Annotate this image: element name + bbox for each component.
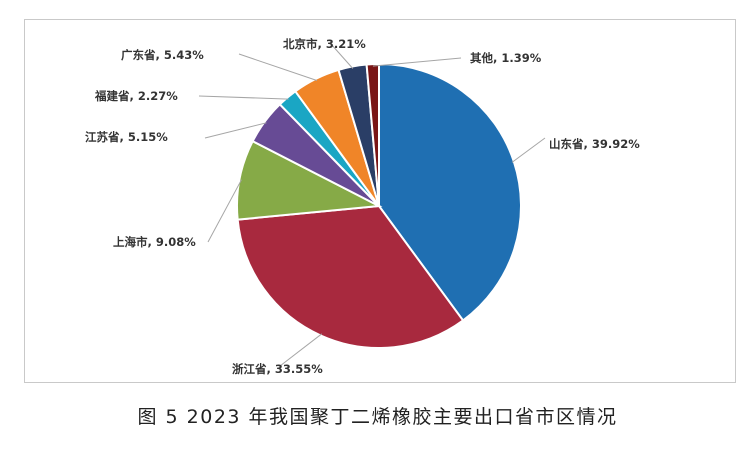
pie-slice: [236, 139, 383, 221]
slice-label: 福建省, 2.27%: [94, 89, 178, 103]
slice-label: 上海市, 9.08%: [113, 235, 196, 249]
leader-line: [330, 43, 354, 69]
figure-caption: 图 5 2023 年我国聚丁二烯橡胶主要出口省市区情况: [137, 406, 618, 428]
leader-line: [279, 333, 323, 367]
slice-label: 广东省, 5.43%: [121, 48, 204, 62]
slice-label: 江苏省, 5.15%: [85, 130, 168, 144]
slice-label: 其他, 1.39%: [470, 51, 542, 65]
slice-label: 山东省, 39.92%: [549, 137, 640, 151]
leader-line: [198, 95, 289, 100]
leader-line: [207, 179, 242, 243]
slices-layer: [236, 62, 522, 349]
leader-line: [511, 137, 546, 163]
pie-slice: [365, 62, 380, 207]
slice-label: 北京市, 3.21%: [283, 37, 366, 51]
slice-label: 浙江省, 33.55%: [232, 362, 323, 376]
pie-slice: [236, 204, 465, 349]
pie-chart: 山东省, 39.92% 浙江省, 33.55% 上海市, 9.08% 江苏省, 5.1…: [85, 37, 640, 376]
leaders-layer: [198, 43, 546, 367]
pie-slice: [378, 62, 522, 322]
leader-line: [204, 122, 267, 139]
labels-layer: 山东省, 39.92% 浙江省, 33.55% 上海市, 9.08% 江苏省, 5.1…: [85, 37, 640, 376]
leader-line: [372, 57, 462, 67]
leader-line: [238, 53, 318, 81]
chart-frame: 山东省, 39.92% 浙江省, 33.55% 上海市, 9.08% 江苏省, 5.1…: [24, 19, 736, 383]
